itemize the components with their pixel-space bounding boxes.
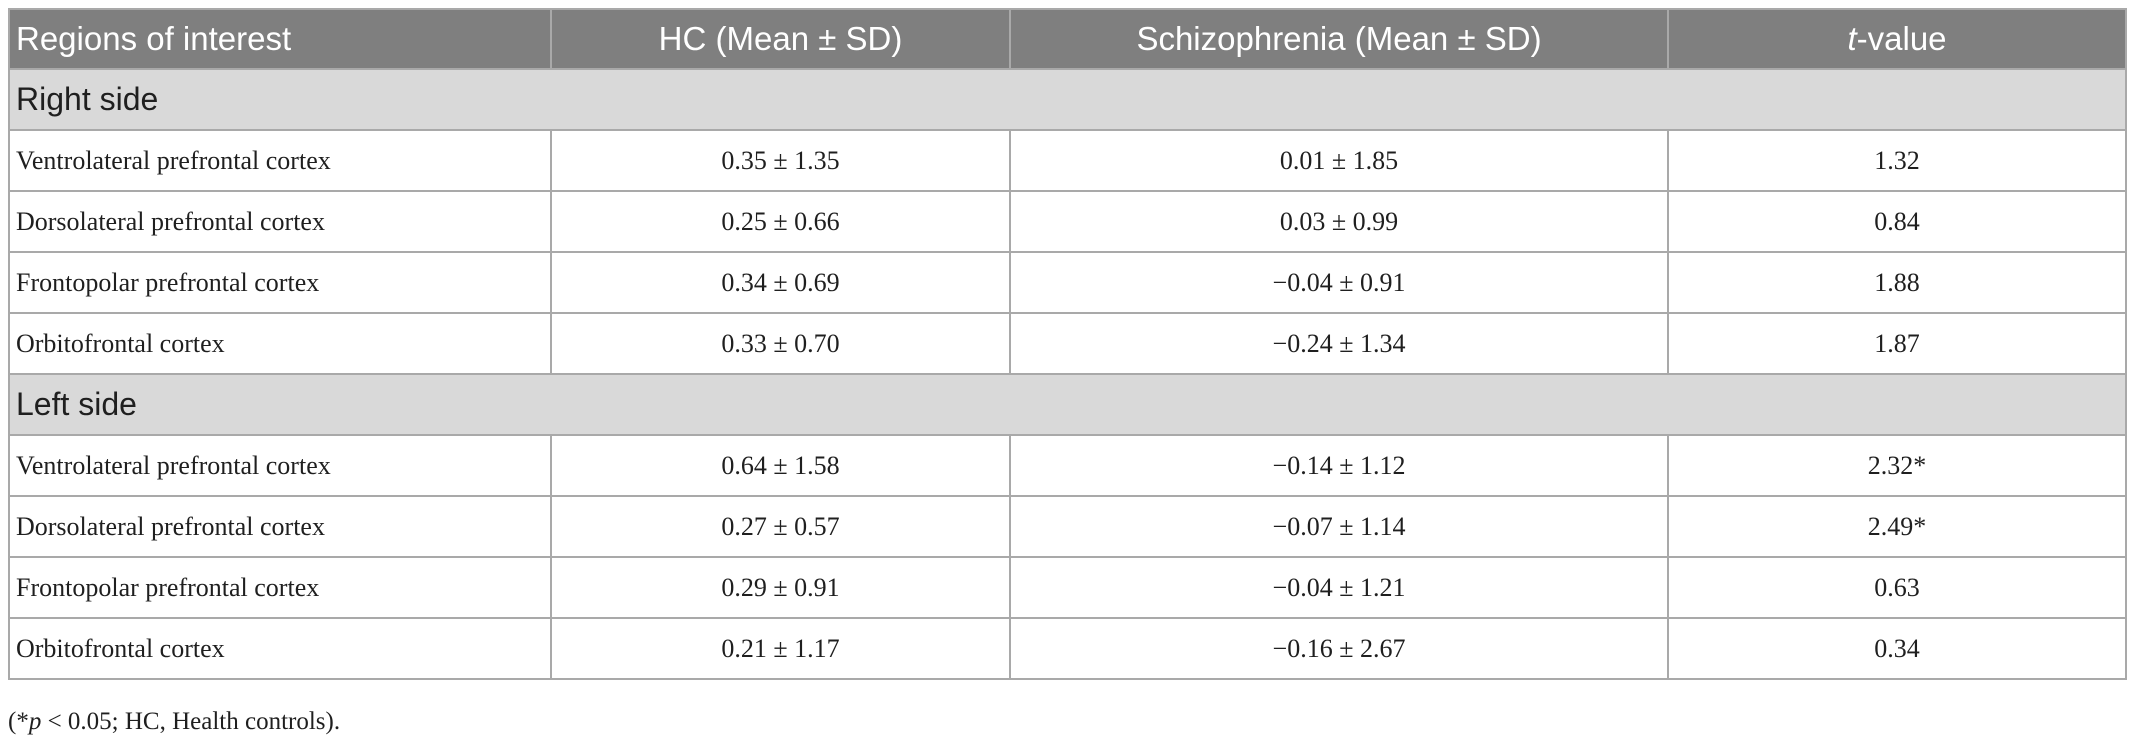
schizophrenia-cell: −0.04 ± 1.21 bbox=[1009, 556, 1669, 619]
header-t-symbol: t bbox=[1847, 20, 1857, 57]
region-cell: Ventrolateral prefrontal cortex bbox=[8, 434, 552, 497]
table-row: Frontopolar prefrontal cortex 0.29 ± 0.9… bbox=[8, 556, 2127, 619]
schizophrenia-cell: −0.14 ± 1.12 bbox=[1009, 434, 1669, 497]
table-row: Orbitofrontal cortex 0.33 ± 0.70 −0.24 ±… bbox=[8, 312, 2127, 375]
region-cell: Ventrolateral prefrontal cortex bbox=[8, 129, 552, 192]
hc-cell: 0.27 ± 0.57 bbox=[550, 495, 1011, 558]
header-t-value: t-value bbox=[1667, 8, 2127, 70]
hc-cell: 0.25 ± 0.66 bbox=[550, 190, 1011, 253]
section-row-left: Left side bbox=[8, 373, 2127, 436]
header-hc: HC (Mean ± SD) bbox=[550, 8, 1011, 70]
schizophrenia-cell: 0.01 ± 1.85 bbox=[1009, 129, 1669, 192]
section-row-right: Right side bbox=[8, 68, 2127, 131]
t-value-cell: 1.32 bbox=[1667, 129, 2127, 192]
roi-comparison-table: Regions of interest HC (Mean ± SD) Schiz… bbox=[8, 8, 2127, 680]
region-cell: Dorsolateral prefrontal cortex bbox=[8, 495, 552, 558]
schizophrenia-cell: −0.04 ± 0.91 bbox=[1009, 251, 1669, 314]
table-row: Frontopolar prefrontal cortex 0.34 ± 0.6… bbox=[8, 251, 2127, 314]
table-row: Dorsolateral prefrontal cortex 0.25 ± 0.… bbox=[8, 190, 2127, 253]
region-cell: Frontopolar prefrontal cortex bbox=[8, 556, 552, 619]
header-row: Regions of interest HC (Mean ± SD) Schiz… bbox=[8, 8, 2127, 70]
hc-cell: 0.64 ± 1.58 bbox=[550, 434, 1011, 497]
t-value-cell: 1.87 bbox=[1667, 312, 2127, 375]
hc-cell: 0.29 ± 0.91 bbox=[550, 556, 1011, 619]
t-value-cell: 1.88 bbox=[1667, 251, 2127, 314]
table-footnote: (*p < 0.05; HC, Health controls). bbox=[8, 708, 340, 736]
region-cell: Dorsolateral prefrontal cortex bbox=[8, 190, 552, 253]
table-row: Dorsolateral prefrontal cortex 0.27 ± 0.… bbox=[8, 495, 2127, 558]
header-regions: Regions of interest bbox=[8, 8, 552, 70]
header-t-suffix: -value bbox=[1856, 20, 1947, 57]
hc-cell: 0.34 ± 0.69 bbox=[550, 251, 1011, 314]
table-row: Ventrolateral prefrontal cortex 0.64 ± 1… bbox=[8, 434, 2127, 497]
results-table-container: Regions of interest HC (Mean ± SD) Schiz… bbox=[8, 8, 2127, 680]
table-row: Orbitofrontal cortex 0.21 ± 1.17 −0.16 ±… bbox=[8, 617, 2127, 680]
schizophrenia-cell: −0.07 ± 1.14 bbox=[1009, 495, 1669, 558]
t-value-cell: 0.63 bbox=[1667, 556, 2127, 619]
hc-cell: 0.33 ± 0.70 bbox=[550, 312, 1011, 375]
schizophrenia-cell: −0.24 ± 1.34 bbox=[1009, 312, 1669, 375]
t-value-cell: 2.49* bbox=[1667, 495, 2127, 558]
schizophrenia-cell: 0.03 ± 0.99 bbox=[1009, 190, 1669, 253]
footnote-p-symbol: p bbox=[28, 708, 42, 735]
region-cell: Orbitofrontal cortex bbox=[8, 312, 552, 375]
t-value-cell: 2.32* bbox=[1667, 434, 2127, 497]
hc-cell: 0.21 ± 1.17 bbox=[550, 617, 1011, 680]
section-title: Right side bbox=[8, 68, 2127, 131]
table-row: Ventrolateral prefrontal cortex 0.35 ± 1… bbox=[8, 129, 2127, 192]
t-value-cell: 0.34 bbox=[1667, 617, 2127, 680]
region-cell: Frontopolar prefrontal cortex bbox=[8, 251, 552, 314]
footnote-open: (* bbox=[8, 708, 29, 735]
section-title: Left side bbox=[8, 373, 2127, 436]
hc-cell: 0.35 ± 1.35 bbox=[550, 129, 1011, 192]
footnote-rest: < 0.05; HC, Health controls). bbox=[41, 708, 341, 735]
t-value-cell: 0.84 bbox=[1667, 190, 2127, 253]
header-schizophrenia: Schizophrenia (Mean ± SD) bbox=[1009, 8, 1669, 70]
region-cell: Orbitofrontal cortex bbox=[8, 617, 552, 680]
schizophrenia-cell: −0.16 ± 2.67 bbox=[1009, 617, 1669, 680]
